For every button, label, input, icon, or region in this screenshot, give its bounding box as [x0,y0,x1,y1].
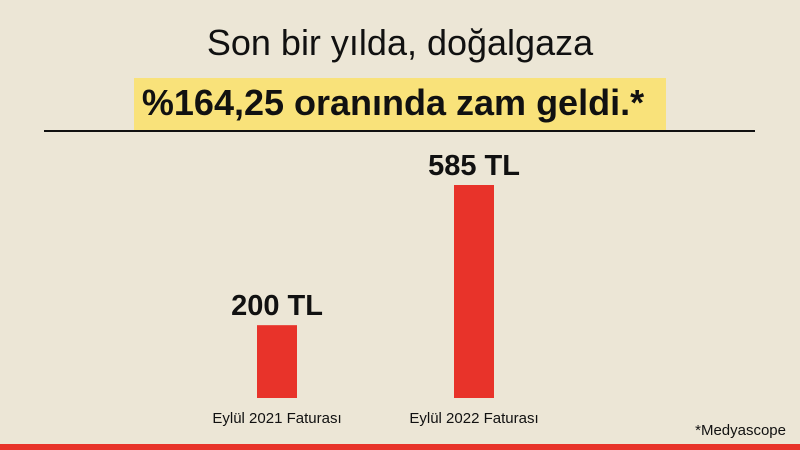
bar-value-label-2: 585 TL [428,150,520,182]
category-label-1: Eylül 2021 Faturası [212,410,341,427]
bottom-accent-bar [0,444,800,450]
title-line-1: Son bir yılda, doğalgaza [206,22,594,63]
bar-2 [454,185,494,398]
title-line-2-highlight: %164,25 oranında zam geldi.* [133,78,667,130]
bar-value-label-1: 200 TL [231,290,323,322]
bar-1 [257,325,297,398]
source-note: *Medyascope [695,422,786,439]
category-label-2: Eylül 2022 Faturası [409,410,538,427]
title-divider [44,130,755,132]
title-line-2-wrap: %164,25 oranında zam geldi.* [0,78,800,130]
